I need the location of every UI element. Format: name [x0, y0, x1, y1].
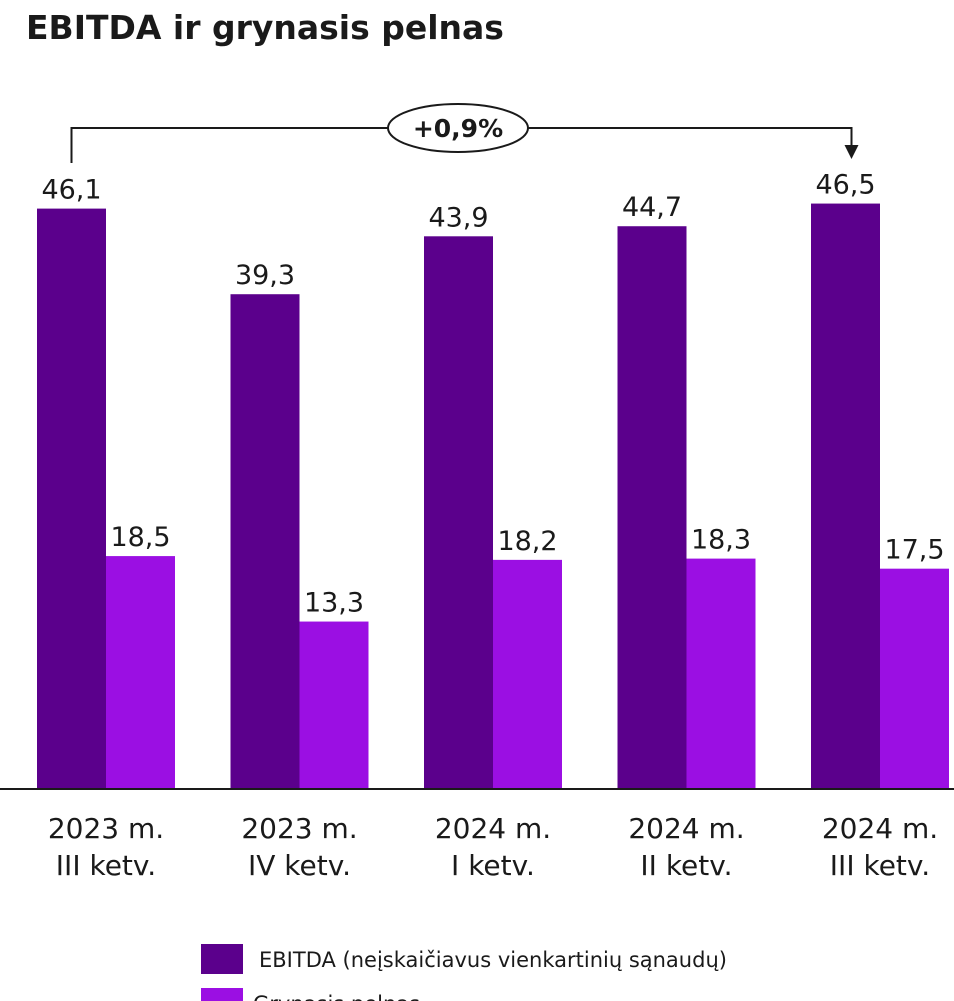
value-label-series2-1: 13,3 — [304, 588, 364, 619]
category-label-4-line1: 2024 m. — [822, 812, 938, 845]
legend-label-series2: Grynasis pelnas — [253, 992, 420, 1001]
legend-label-series1: EBITDA (neįskaičiavus vienkartinių sąnau… — [259, 948, 727, 972]
category-label-1-line2: IV ketv. — [248, 849, 351, 882]
category-label-2-line1: 2024 m. — [435, 812, 551, 845]
bar-series1-1 — [230, 294, 300, 789]
value-label-series1-2: 43,9 — [428, 202, 488, 233]
value-label-series2-3: 18,3 — [691, 525, 751, 556]
bar-series2-4 — [880, 568, 949, 789]
category-label-3-line1: 2024 m. — [628, 812, 744, 845]
chart-title: EBITDA ir grynasis pelnas — [26, 8, 504, 47]
annotation-change-text: +0,9% — [413, 114, 503, 143]
bar-series1-0 — [37, 208, 106, 789]
category-label-2-line2: I ketv. — [451, 849, 535, 882]
value-label-series2-0: 18,5 — [110, 522, 170, 553]
change-annotation: +0,9% — [70, 103, 859, 163]
value-label-series2-2: 18,2 — [497, 526, 557, 557]
category-label-4-line2: III ketv. — [830, 849, 930, 882]
category-labels-group: 2023 m. III ketv. 2023 m. IV ketv. 2024 m. I … — [48, 812, 938, 882]
bars-group — [37, 203, 949, 790]
category-label-3-line2: II ketv. — [640, 849, 732, 882]
value-label-series1-3: 44,7 — [622, 192, 682, 223]
legend: EBITDA (neįskaičiavus vienkartinių sąnau… — [201, 944, 727, 1001]
value-label-series1-0: 46,1 — [41, 175, 101, 206]
value-label-series2-4: 17,5 — [884, 535, 944, 566]
bar-series2-0 — [106, 556, 175, 789]
annotation-arrowhead — [844, 145, 859, 159]
category-label-0-line1: 2023 m. — [48, 812, 164, 845]
category-label-0-line2: III ketv. — [56, 849, 156, 882]
bar-series2-2 — [493, 559, 562, 789]
value-label-series1-4: 46,5 — [815, 170, 875, 201]
value-label-series1-1: 39,3 — [235, 260, 295, 291]
bar-series2-3 — [686, 558, 756, 789]
legend-swatch-series1 — [201, 944, 243, 974]
bar-series1-4 — [811, 203, 880, 789]
value-labels-group: 46,1 18,5 39,3 13,3 43,9 18,2 44,7 18,3 46,5 17,5 — [41, 170, 944, 619]
annotation-ellipse — [387, 103, 529, 153]
legend-swatch-series2 — [201, 988, 243, 1001]
bar-series2-1 — [299, 621, 369, 789]
bar-series1-3 — [617, 226, 687, 790]
bar-series1-2 — [424, 236, 493, 789]
category-label-1-line1: 2023 m. — [241, 812, 357, 845]
